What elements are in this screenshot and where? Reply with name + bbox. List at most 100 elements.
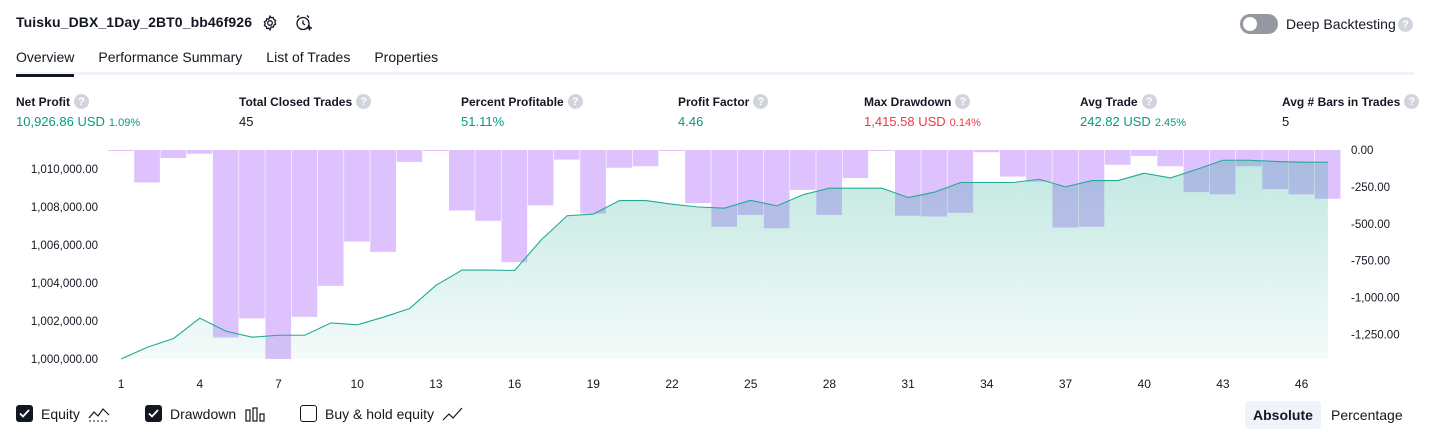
y-right-tick-label: 0.00 bbox=[1351, 145, 1373, 157]
drawdown-bar bbox=[370, 150, 396, 252]
drawdown-bar bbox=[186, 150, 213, 154]
drawdown-bar bbox=[108, 150, 134, 151]
metric-percent: 1.09% bbox=[108, 117, 141, 129]
drawdown-bar bbox=[449, 150, 475, 211]
y-right-tick-label: -250.00 bbox=[1351, 182, 1390, 194]
legend-equity[interactable]: Equity bbox=[16, 405, 110, 422]
drawdown-bar bbox=[501, 150, 528, 263]
drawdown-bar bbox=[632, 150, 659, 167]
x-tick-label: 46 bbox=[1295, 377, 1309, 391]
y-left-tick-label: 1,000,000.00 bbox=[31, 354, 98, 366]
info-icon[interactable]: ? bbox=[1404, 94, 1420, 109]
x-tick-label: 4 bbox=[196, 377, 203, 391]
bar-chart-icon bbox=[245, 406, 265, 422]
tabs-divider bbox=[16, 72, 1414, 75]
gear-icon[interactable] bbox=[260, 13, 280, 33]
x-tick-label: 16 bbox=[508, 377, 522, 391]
info-icon[interactable]: ? bbox=[567, 94, 583, 109]
tab-list-of-trades[interactable]: List of Trades bbox=[266, 49, 351, 65]
drawdown-bar bbox=[658, 150, 685, 151]
metric-value: 242.82 USD bbox=[1080, 114, 1151, 129]
equity-line bbox=[120, 159, 1328, 360]
drawdown-bar bbox=[868, 150, 895, 151]
info-icon[interactable]: ? bbox=[1141, 94, 1157, 109]
info-icon[interactable]: ? bbox=[74, 94, 89, 109]
checkbox-equity[interactable] bbox=[16, 405, 33, 422]
y-left-tick-label: 1,002,000.00 bbox=[31, 316, 98, 328]
drawdown-bar bbox=[265, 150, 292, 359]
x-tick-label: 37 bbox=[1059, 377, 1073, 391]
x-tick-label: 31 bbox=[901, 377, 915, 391]
drawdown-bar bbox=[527, 150, 554, 206]
equity-drawdown-chart[interactable]: 1,010,000.00 1,008,000.00 1,006,000.00 1,00… bbox=[0, 140, 1431, 395]
checkbox-drawdown[interactable] bbox=[145, 405, 162, 422]
tab-performance-summary[interactable]: Performance Summary bbox=[98, 49, 243, 65]
metric-percent: 0.14% bbox=[949, 117, 981, 129]
metric-net-profit: Net Profit? 10,926.86 USD 1.09% bbox=[16, 94, 140, 129]
mode-absolute-button[interactable]: Absolute bbox=[1245, 401, 1321, 429]
drawdown-bar bbox=[422, 150, 449, 151]
x-tick-label: 40 bbox=[1138, 377, 1152, 391]
help-icon[interactable]: ? bbox=[1398, 17, 1413, 32]
drawdown-bar bbox=[842, 150, 869, 179]
x-tick-label: 34 bbox=[980, 377, 994, 391]
drawdown-bar bbox=[1157, 150, 1183, 167]
x-tick-label: 13 bbox=[429, 377, 443, 391]
metric-value: 1,415.58 USD bbox=[864, 114, 946, 129]
strategy-title: Tuisku_DBX_1Day_2BT0_bb46f926 bbox=[16, 14, 253, 30]
line-chart-icon bbox=[442, 407, 463, 420]
info-icon[interactable]: ? bbox=[955, 94, 971, 109]
deep-backtesting-toggle[interactable] bbox=[1240, 14, 1278, 34]
x-tick-label: 25 bbox=[744, 377, 758, 391]
legend-drawdown[interactable]: Drawdown bbox=[145, 405, 266, 422]
legend-label: Buy & hold equity bbox=[325, 405, 434, 422]
y-right-tick-label: -500.00 bbox=[1351, 219, 1390, 231]
metric-value: 5 bbox=[1282, 114, 1290, 129]
tab-bar: Overview Performance Summary List of Tra… bbox=[16, 49, 438, 77]
mode-percentage-button[interactable]: Percentage bbox=[1331, 407, 1403, 423]
metric-avg-bars-in-trades: Avg # Bars in Trades? 5 bbox=[1282, 94, 1420, 129]
metric-label: Avg Trade bbox=[1080, 94, 1138, 109]
info-icon[interactable]: ? bbox=[356, 94, 372, 109]
y-left-tick-label: 1,008,000.00 bbox=[31, 202, 98, 214]
toggle-knob bbox=[1243, 17, 1257, 31]
x-tick-label: 1 bbox=[118, 377, 125, 391]
metric-label: Percent Profitable bbox=[461, 94, 564, 109]
y-axis-right: 0.00 -250.00 -500.00 -750.00 -1,000.00 -1,250… bbox=[1351, 145, 1400, 342]
checkbox-buy-hold-equity[interactable] bbox=[300, 405, 317, 422]
metric-value: 4.46 bbox=[678, 114, 704, 129]
y-axis-left: 1,010,000.00 1,008,000.00 1,006,000.00 1,00… bbox=[31, 164, 98, 366]
drawdown-bar bbox=[685, 150, 711, 204]
metric-percent: 2.45% bbox=[1154, 117, 1187, 129]
metric-label: Avg # Bars in Trades bbox=[1282, 94, 1401, 109]
drawdown-bar bbox=[1131, 150, 1157, 156]
legend-buy-hold-equity[interactable]: Buy & hold equity bbox=[300, 405, 464, 422]
drawdown-bar bbox=[580, 150, 606, 214]
x-tick-label: 10 bbox=[351, 377, 365, 391]
legend-label: Drawdown bbox=[170, 405, 237, 422]
metric-percent-profitable: Percent Profitable? 51.11% bbox=[461, 94, 583, 129]
metric-value: 10,926.86 USD bbox=[16, 114, 105, 129]
x-tick-label: 7 bbox=[275, 377, 282, 391]
deep-backtesting-label: Deep Backtesting bbox=[1286, 16, 1396, 32]
metric-avg-trade: Avg Trade? 242.82 USD 2.45% bbox=[1080, 94, 1186, 129]
drawdown-bar bbox=[239, 150, 265, 319]
metric-label: Max Drawdown bbox=[864, 94, 952, 109]
metric-max-drawdown: Max Drawdown? 1,415.58 USD 0.14% bbox=[864, 94, 981, 129]
info-icon[interactable]: ? bbox=[753, 94, 769, 109]
tab-properties[interactable]: Properties bbox=[374, 49, 439, 65]
metric-label: Total Closed Trades bbox=[239, 94, 353, 109]
y-left-tick-label: 1,010,000.00 bbox=[31, 164, 98, 176]
drawdown-bar bbox=[475, 150, 501, 221]
area-chart-icon bbox=[88, 407, 110, 421]
tab-overview[interactable]: Overview bbox=[16, 49, 75, 77]
alarm-plus-icon[interactable] bbox=[294, 13, 314, 33]
metric-profit-factor: Profit Factor? 4.46 bbox=[678, 94, 769, 129]
drawdown-bar bbox=[344, 150, 370, 242]
x-axis: 1 4 7 10 13 16 19 22 25 28 31 34 37 40 43 46 bbox=[118, 377, 1309, 391]
drawdown-bar bbox=[291, 150, 318, 317]
metric-label: Profit Factor bbox=[678, 94, 750, 109]
drawdown-bar bbox=[553, 150, 580, 160]
equity-area bbox=[121, 160, 1328, 359]
drawdown-bar bbox=[134, 150, 160, 183]
